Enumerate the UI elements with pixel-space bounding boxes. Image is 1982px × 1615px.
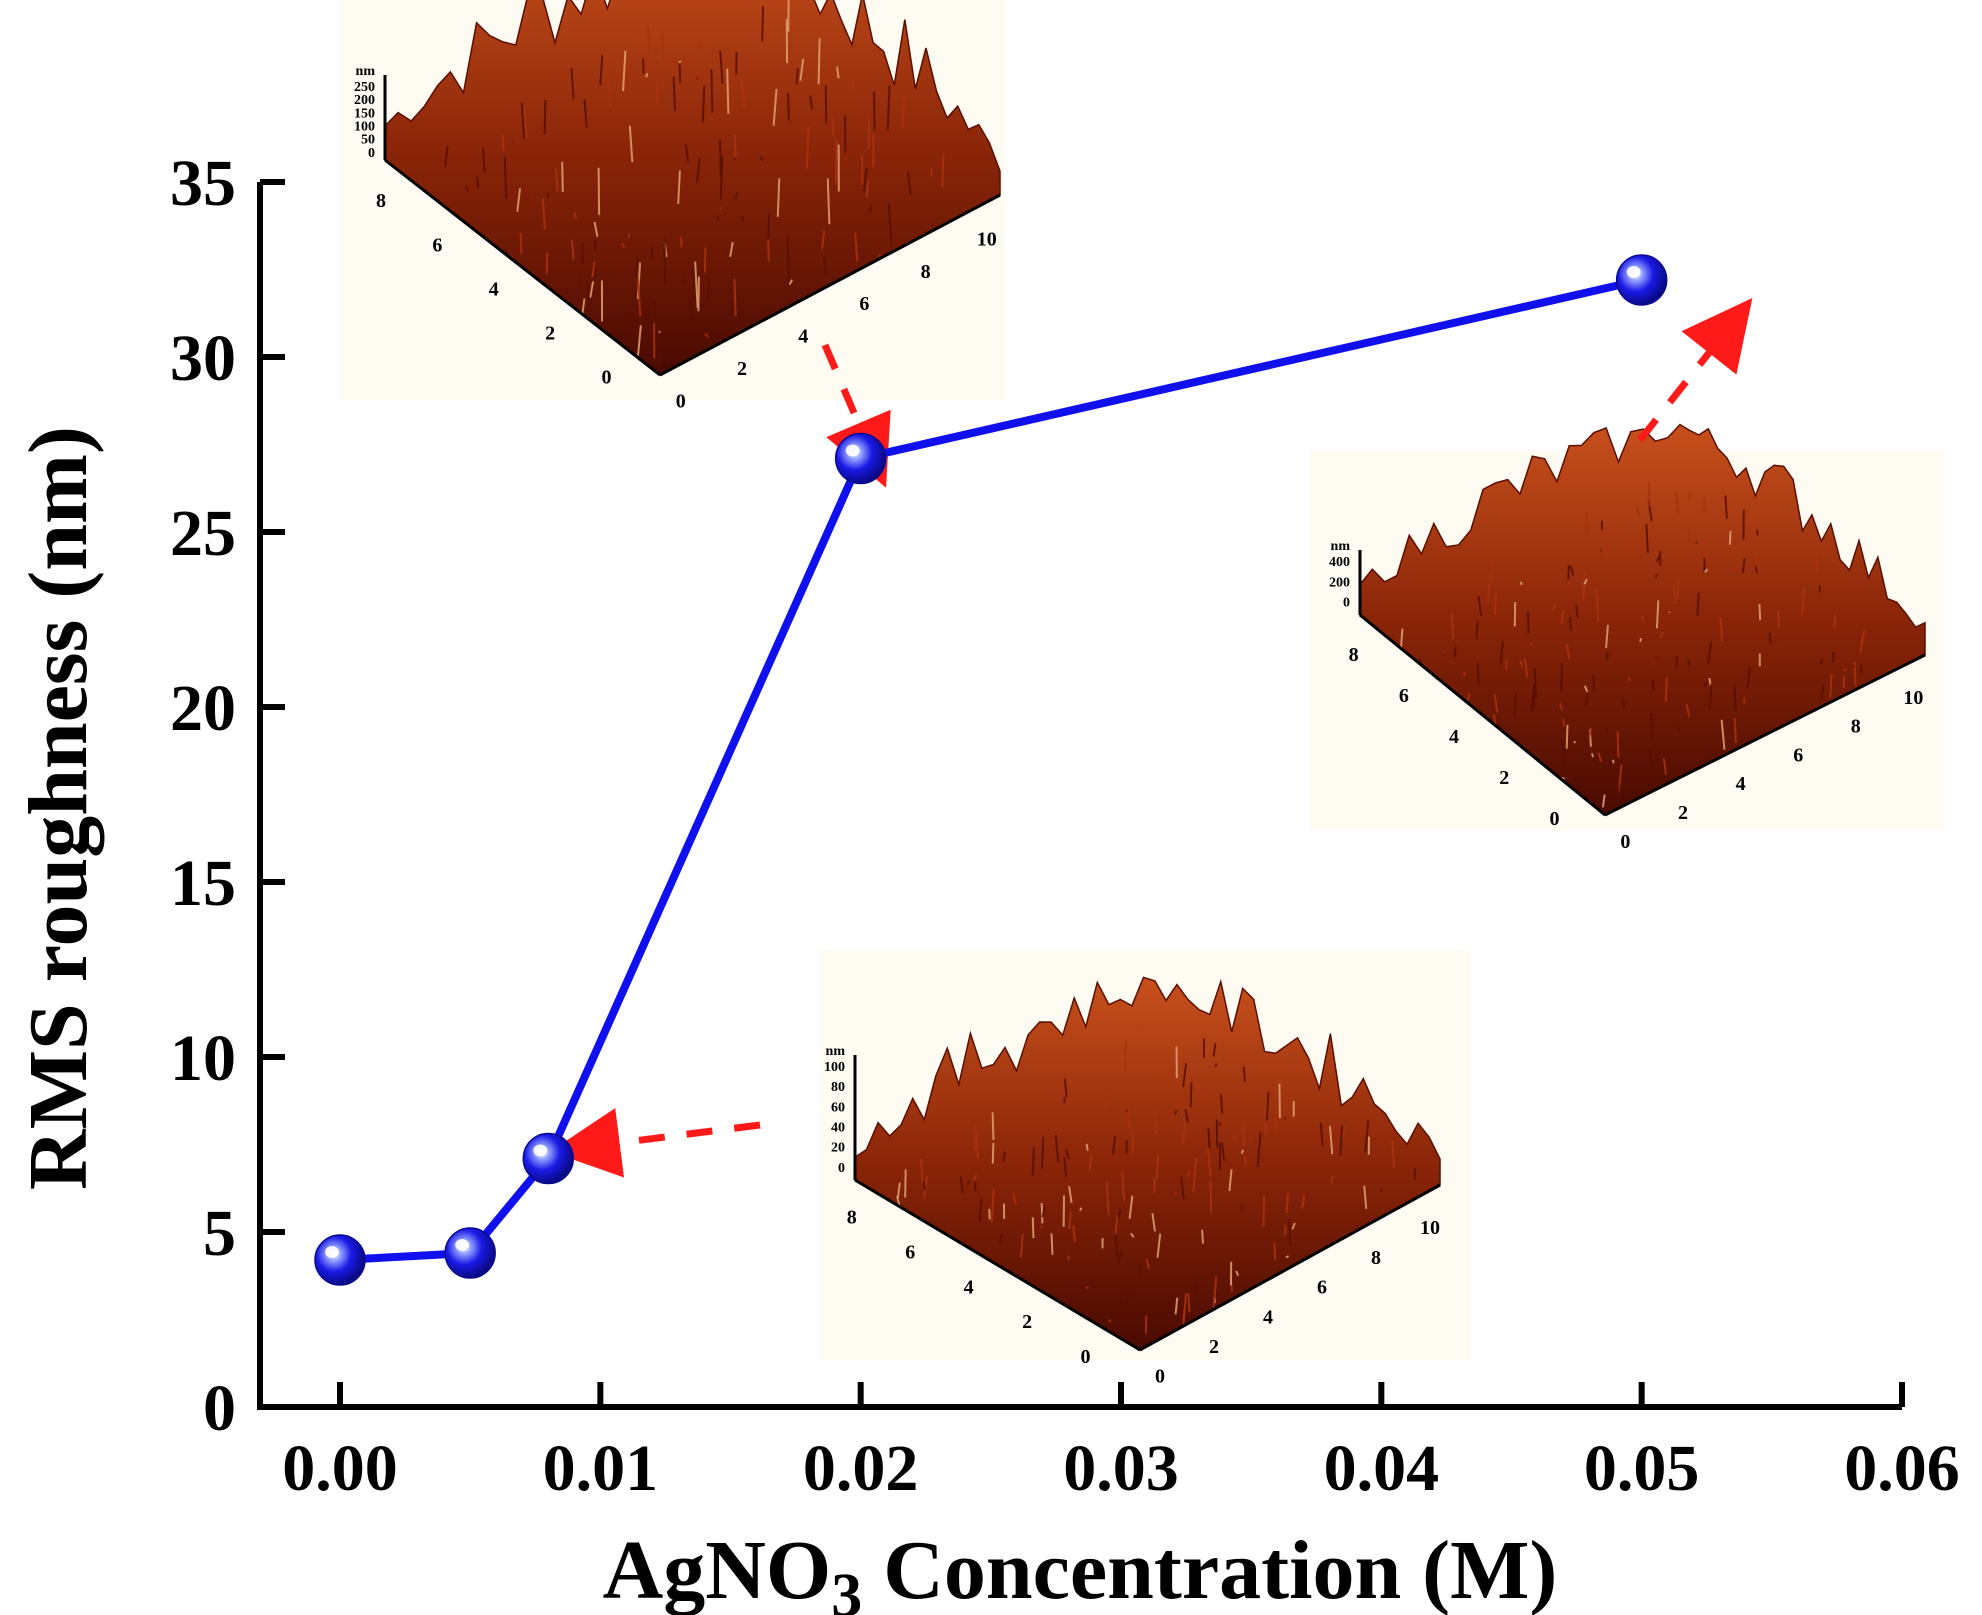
afm-y-tick-label: 0 [1550, 808, 1560, 830]
data-point [444, 1227, 496, 1279]
afm-y-tick-label: 8 [847, 1207, 857, 1229]
data-point [834, 432, 887, 485]
y-ticks: 0 5 10 15 20 25 30 35 [170, 147, 285, 1445]
x-tick-label: 0.01 [543, 1432, 659, 1505]
data-point [314, 1234, 366, 1286]
data-point [1615, 254, 1668, 306]
afm-y-tick-label: 2 [545, 322, 555, 344]
y-tick-label: 5 [203, 1197, 236, 1270]
afm-y-tick-label: 6 [905, 1241, 915, 1263]
afm-z-tick-label: 200 [1329, 575, 1350, 590]
y-axis-title: RMS roughness (nm) [12, 426, 105, 1190]
series-rms-roughness [314, 254, 1668, 1286]
afm-z-tick-label: 150 [354, 106, 375, 121]
y-tick-label: 35 [170, 147, 236, 220]
afm-x-tick-label: 8 [921, 261, 931, 283]
afm-z-tick-label: 100 [354, 119, 375, 134]
data-point [522, 1132, 575, 1185]
afm-y-axis [1359, 613, 1606, 817]
afm-z-tick-label: 0 [1343, 596, 1350, 611]
afm-surface [854, 976, 1441, 1351]
afm-x-tick-label: 0 [1155, 1366, 1165, 1388]
x-tick-label: 0.02 [803, 1432, 919, 1505]
afm-y-tick-label: 8 [376, 190, 386, 212]
afm-z-tick-label: 100 [824, 1060, 845, 1075]
afm-x-tick-label: 4 [1263, 1306, 1273, 1328]
afm-x-tick-label: 6 [1317, 1277, 1327, 1299]
afm-y-tick-label: 6 [432, 234, 442, 256]
afm-x-tick-label: 4 [798, 326, 808, 348]
afm-z-tick-label: 200 [354, 93, 375, 108]
afm-z-tick-label: 400 [1329, 555, 1350, 570]
afm-insets: nm250200150100500864200246810nm400200086… [340, 0, 1945, 1388]
afm-y-tick-label: 2 [1499, 767, 1509, 789]
afm-z-tick-label: 40 [831, 1121, 845, 1136]
afm-z-unit: nm [826, 1044, 846, 1059]
afm-z-tick-label: 80 [831, 1080, 845, 1095]
afm-x-tick-label: 2 [1678, 802, 1688, 824]
afm-z-tick-label: 0 [368, 146, 375, 161]
afm-y-tick-label: 4 [1449, 726, 1459, 748]
afm-x-axis [1604, 653, 1926, 817]
afm-x-tick-label: 6 [859, 293, 869, 315]
afm-x-tick-label: 8 [1851, 716, 1861, 738]
afm-x-tick-label: 0 [1620, 831, 1630, 853]
afm-z-tick-label: 50 [361, 133, 375, 148]
afm-z-tick-label: 250 [354, 80, 375, 95]
afm-y-tick-label: 0 [602, 367, 612, 389]
afm-z-tick-label: 60 [831, 1100, 845, 1115]
afm-x-tick-label: 2 [1209, 1336, 1219, 1358]
x-ticks: 0.00 0.01 0.02 0.03 0.04 0.05 0.06 [282, 1382, 1960, 1505]
pointer-arrow [550, 1108, 761, 1178]
y-tick-label: 25 [170, 497, 236, 570]
afm-x-tick-label: 10 [977, 228, 997, 250]
x-axis-title: AgNO3 Concentration (M) [603, 1524, 1558, 1615]
y-tick-label: 10 [170, 1022, 236, 1095]
axes [257, 182, 1902, 1410]
afm-x-tick-label: 10 [1903, 687, 1923, 709]
afm-x-tick-label: 8 [1371, 1247, 1381, 1269]
x-tick-label: 0.05 [1584, 1432, 1700, 1505]
afm-y-tick-label: 2 [1022, 1311, 1032, 1333]
afm-z-unit: nm [1331, 539, 1351, 554]
afm-y-axis [854, 1178, 1141, 1352]
afm-x-tick-label: 6 [1793, 744, 1803, 766]
x-tick-label: 0.04 [1324, 1432, 1440, 1505]
afm-y-tick-label: 4 [964, 1276, 974, 1298]
afm-z-tick-label: 0 [838, 1161, 845, 1176]
afm-y-tick-label: 4 [489, 278, 499, 300]
afm-surface [384, 0, 1001, 376]
x-tick-label: 0.00 [282, 1432, 398, 1505]
x-tick-label: 0.06 [1844, 1432, 1960, 1505]
afm-x-tick-label: 0 [676, 390, 686, 412]
afm-y-axis [384, 158, 661, 377]
y-tick-label: 20 [170, 672, 236, 745]
afm-x-axis [659, 193, 1001, 377]
afm-z-tick-label: 20 [831, 1141, 845, 1156]
afm-x-tick-label: 2 [737, 358, 747, 380]
afm-x-axis [1139, 1183, 1441, 1352]
afm-y-tick-label: 0 [1081, 1346, 1091, 1368]
afm-x-tick-label: 10 [1420, 1217, 1440, 1239]
pointer-arrow [1637, 298, 1753, 443]
x-tick-label: 0.03 [1063, 1432, 1179, 1505]
y-tick-label: 15 [170, 847, 236, 920]
afm-y-tick-label: 8 [1349, 644, 1359, 666]
afm-z-unit: nm [356, 64, 376, 79]
y-tick-label: 30 [170, 322, 236, 395]
y-tick-label: 0 [203, 1372, 236, 1445]
afm-y-tick-label: 6 [1399, 685, 1409, 707]
afm-x-tick-label: 4 [1736, 773, 1746, 795]
